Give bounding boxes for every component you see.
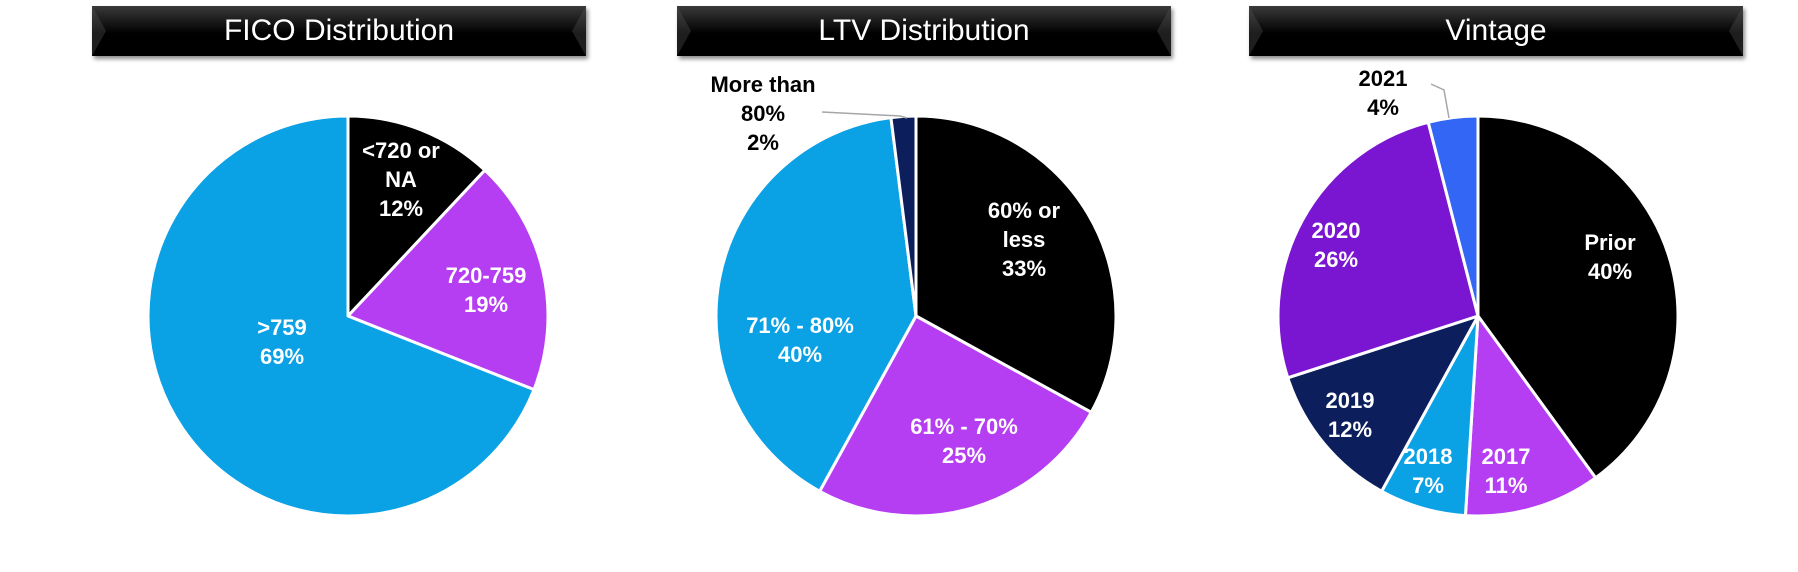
pie-slice-2017 [1463,314,1598,518]
fico-chart-title: FICO Distribution [92,6,586,56]
data-label-2018: 2018 7% [1404,444,1453,498]
ltv-pie-chart: 60% or less 33% 61% - 70% 25% 71% - 80% 40% Mor… [710,72,1118,518]
data-label-60-or-less: 60% or less 33% [988,198,1061,281]
pie-slice-759 [146,114,536,518]
data-label-more-than-80: More than 80% 2% [710,72,815,155]
pie-slice-2019 [1286,314,1480,493]
data-label-2017: 2017 11% [1482,444,1531,498]
data-label-prior: Prior 40% [1584,230,1636,284]
pie-slice-60-or-less [914,114,1118,414]
data-label-2019: 2019 12% [1326,388,1375,442]
data-label-2020: 2020 26% [1312,218,1361,272]
leader-line [1430,83,1450,119]
data-label-61-70: 61% - 70% 25% [910,414,1018,468]
data-label-71-80: 71% - 80% 40% [746,313,854,367]
ltv-chart-panel: LTV Distribution 60% or less 33% 61% - 70% 2… [600,0,1200,572]
pie-slice-2021 [1426,114,1480,318]
fico-chart-panel: FICO Distribution <720 or NA 12% 720-759 19%… [0,0,600,572]
pie-slice-720-or-na [346,114,487,318]
data-label-2021: 2021 4% [1359,66,1408,120]
pie-slice-61-70 [818,314,1093,518]
leader-line [821,111,908,119]
vintage-chart-title: Vintage [1249,6,1743,56]
fico-pie-chart: <720 or NA 12%720-759 19% >759 69% [146,114,550,518]
vintage-pie-chart: Prior 40% 2017 11% 2018 7% 2019 12% 2020 26% 2021 4… [1276,66,1680,518]
ltv-chart-title: LTV Distribution [677,6,1171,56]
pie-slice-2020 [1276,120,1480,380]
data-label-720-or-na: <720 or NA 12% [362,138,440,221]
pie-slice-71-80 [714,116,918,493]
data-label-720-759: 720-759 19% [446,263,527,317]
data-label-759: >759 69% [257,315,307,369]
vintage-chart-panel: Vintage Prior 40% 2017 11% 2018 7% 2019 12% 2020… [1200,0,1798,572]
pie-slice-prior [1476,114,1680,480]
